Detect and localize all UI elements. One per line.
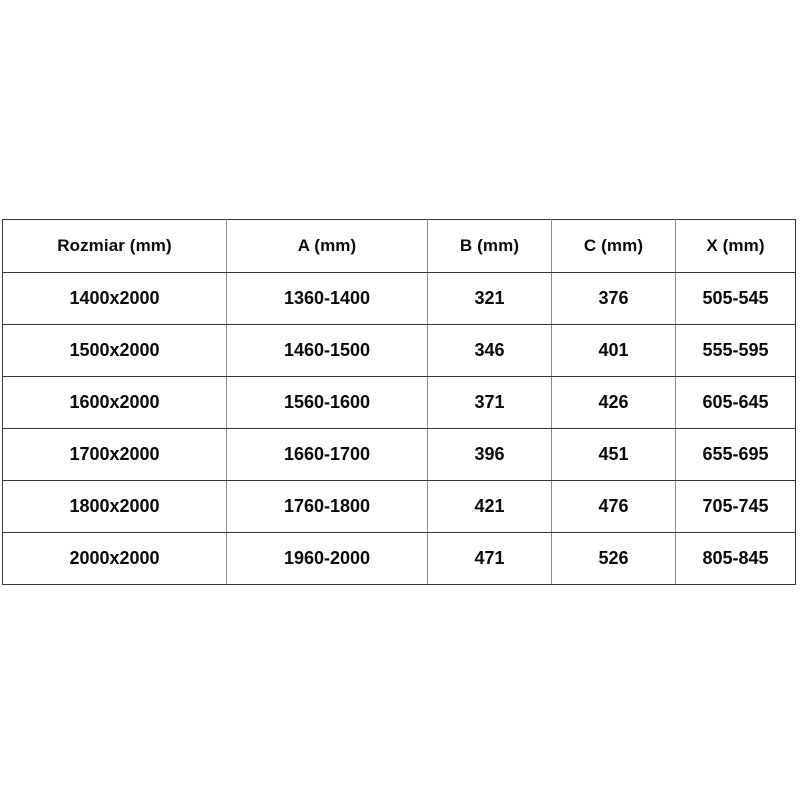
cell-c: 476 xyxy=(551,480,676,533)
cell-c: 526 xyxy=(551,532,676,585)
cell-a: 1560-1600 xyxy=(226,376,428,429)
cell-size: 1800x2000 xyxy=(2,480,227,533)
column-header-x: X (mm) xyxy=(675,219,796,273)
cell-c: 376 xyxy=(551,272,676,325)
cell-x: 705-745 xyxy=(675,480,796,533)
column-header-size: Rozmiar (mm) xyxy=(2,219,227,273)
cell-x: 555-595 xyxy=(675,324,796,377)
column-header-c: C (mm) xyxy=(551,219,676,273)
dimensions-table: Rozmiar (mm) A (mm) B (mm) C (mm) X (mm)… xyxy=(2,219,796,585)
cell-a: 1760-1800 xyxy=(226,480,428,533)
cell-c: 451 xyxy=(551,428,676,481)
cell-a: 1360-1400 xyxy=(226,272,428,325)
table-body: 1400x2000 1360-1400 321 376 505-545 1500… xyxy=(2,272,796,585)
cell-size: 2000x2000 xyxy=(2,532,227,585)
cell-x: 605-645 xyxy=(675,376,796,429)
table-row: 1800x2000 1760-1800 421 476 705-745 xyxy=(2,480,796,533)
column-header-b: B (mm) xyxy=(427,219,552,273)
cell-b: 396 xyxy=(427,428,552,481)
table-header: Rozmiar (mm) A (mm) B (mm) C (mm) X (mm) xyxy=(2,219,796,273)
table-row: 1600x2000 1560-1600 371 426 605-645 xyxy=(2,376,796,429)
cell-b: 346 xyxy=(427,324,552,377)
table-row: 1500x2000 1460-1500 346 401 555-595 xyxy=(2,324,796,377)
cell-size: 1500x2000 xyxy=(2,324,227,377)
cell-a: 1460-1500 xyxy=(226,324,428,377)
cell-b: 421 xyxy=(427,480,552,533)
dimensions-table-container: Rozmiar (mm) A (mm) B (mm) C (mm) X (mm)… xyxy=(2,219,796,585)
cell-b: 471 xyxy=(427,532,552,585)
cell-c: 426 xyxy=(551,376,676,429)
table-header-row: Rozmiar (mm) A (mm) B (mm) C (mm) X (mm) xyxy=(2,219,796,273)
table-row: 1400x2000 1360-1400 321 376 505-545 xyxy=(2,272,796,325)
cell-b: 371 xyxy=(427,376,552,429)
cell-c: 401 xyxy=(551,324,676,377)
cell-x: 655-695 xyxy=(675,428,796,481)
cell-x: 505-545 xyxy=(675,272,796,325)
cell-size: 1600x2000 xyxy=(2,376,227,429)
table-row: 2000x2000 1960-2000 471 526 805-845 xyxy=(2,532,796,585)
table-row: 1700x2000 1660-1700 396 451 655-695 xyxy=(2,428,796,481)
column-header-a: A (mm) xyxy=(226,219,428,273)
cell-a: 1960-2000 xyxy=(226,532,428,585)
cell-x: 805-845 xyxy=(675,532,796,585)
cell-a: 1660-1700 xyxy=(226,428,428,481)
cell-b: 321 xyxy=(427,272,552,325)
cell-size: 1700x2000 xyxy=(2,428,227,481)
cell-size: 1400x2000 xyxy=(2,272,227,325)
